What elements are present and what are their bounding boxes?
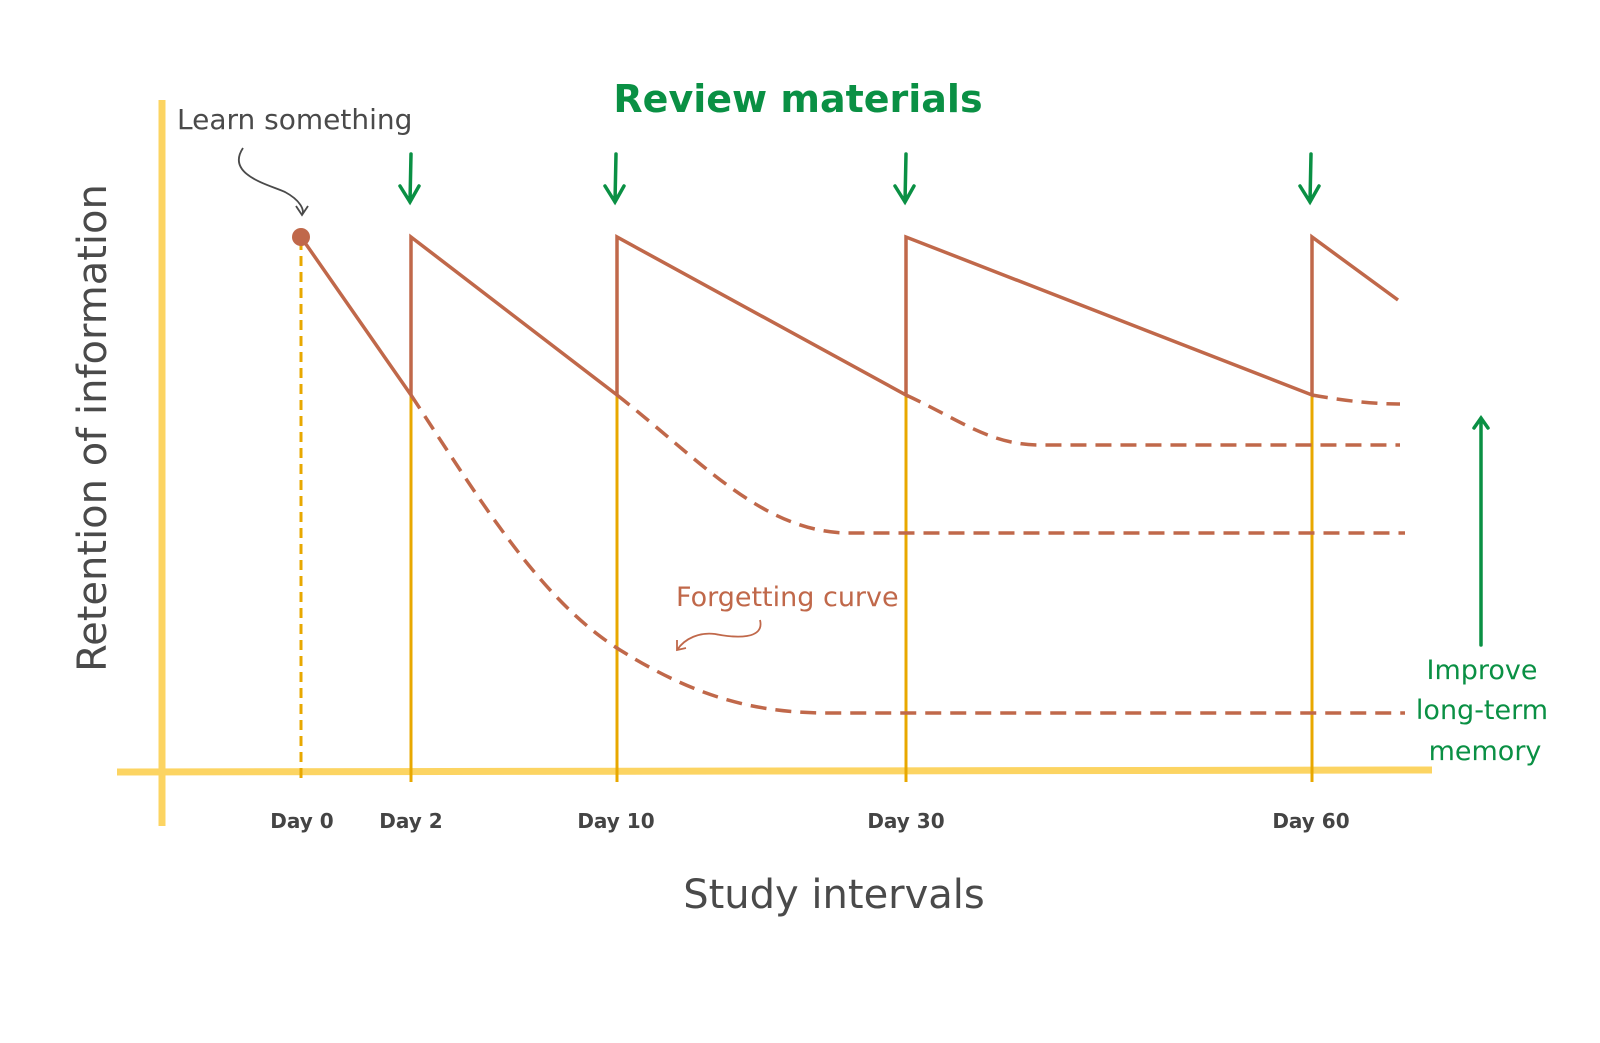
forgetting-label: Forgetting curve [676, 582, 899, 613]
retention-sawtooth [299, 233, 1400, 401]
x-axis [116, 766, 1433, 776]
improve-label-line2: long-term [1416, 695, 1548, 726]
title: Review materials [613, 77, 982, 121]
forgetting-curve-1 [409, 394, 1405, 715]
tick-label-day2: Day 2 [379, 809, 442, 833]
learn-point [292, 228, 310, 246]
forgetting-curve-3 [905, 393, 1400, 447]
improve-label-line1: Improve [1426, 655, 1537, 686]
learn-label: Learn something [177, 103, 412, 136]
learn-pointer-arrow-icon [238, 147, 309, 217]
review-arrow-icon [893, 152, 916, 206]
forgetting-curve-2 [615, 393, 1405, 535]
review-arrow-icon [1298, 152, 1321, 206]
review-arrow-icon [603, 152, 626, 206]
forgetting-pointer-arrow-icon [676, 619, 762, 652]
tick-label-day60: Day 60 [1272, 809, 1349, 833]
tick-label-day30: Day 30 [867, 809, 944, 833]
improve-label-line3: memory [1429, 736, 1542, 767]
x-axis-label: Study intervals [683, 872, 985, 918]
tick-label-day10: Day 10 [577, 809, 654, 833]
tick-label-day0: Day 0 [270, 809, 333, 833]
y-axis-label: Retention of information [70, 184, 116, 672]
review-arrow-icon [398, 152, 421, 206]
forgetting-curve-4 [1311, 393, 1401, 406]
improve-arrow-icon [1472, 414, 1490, 647]
